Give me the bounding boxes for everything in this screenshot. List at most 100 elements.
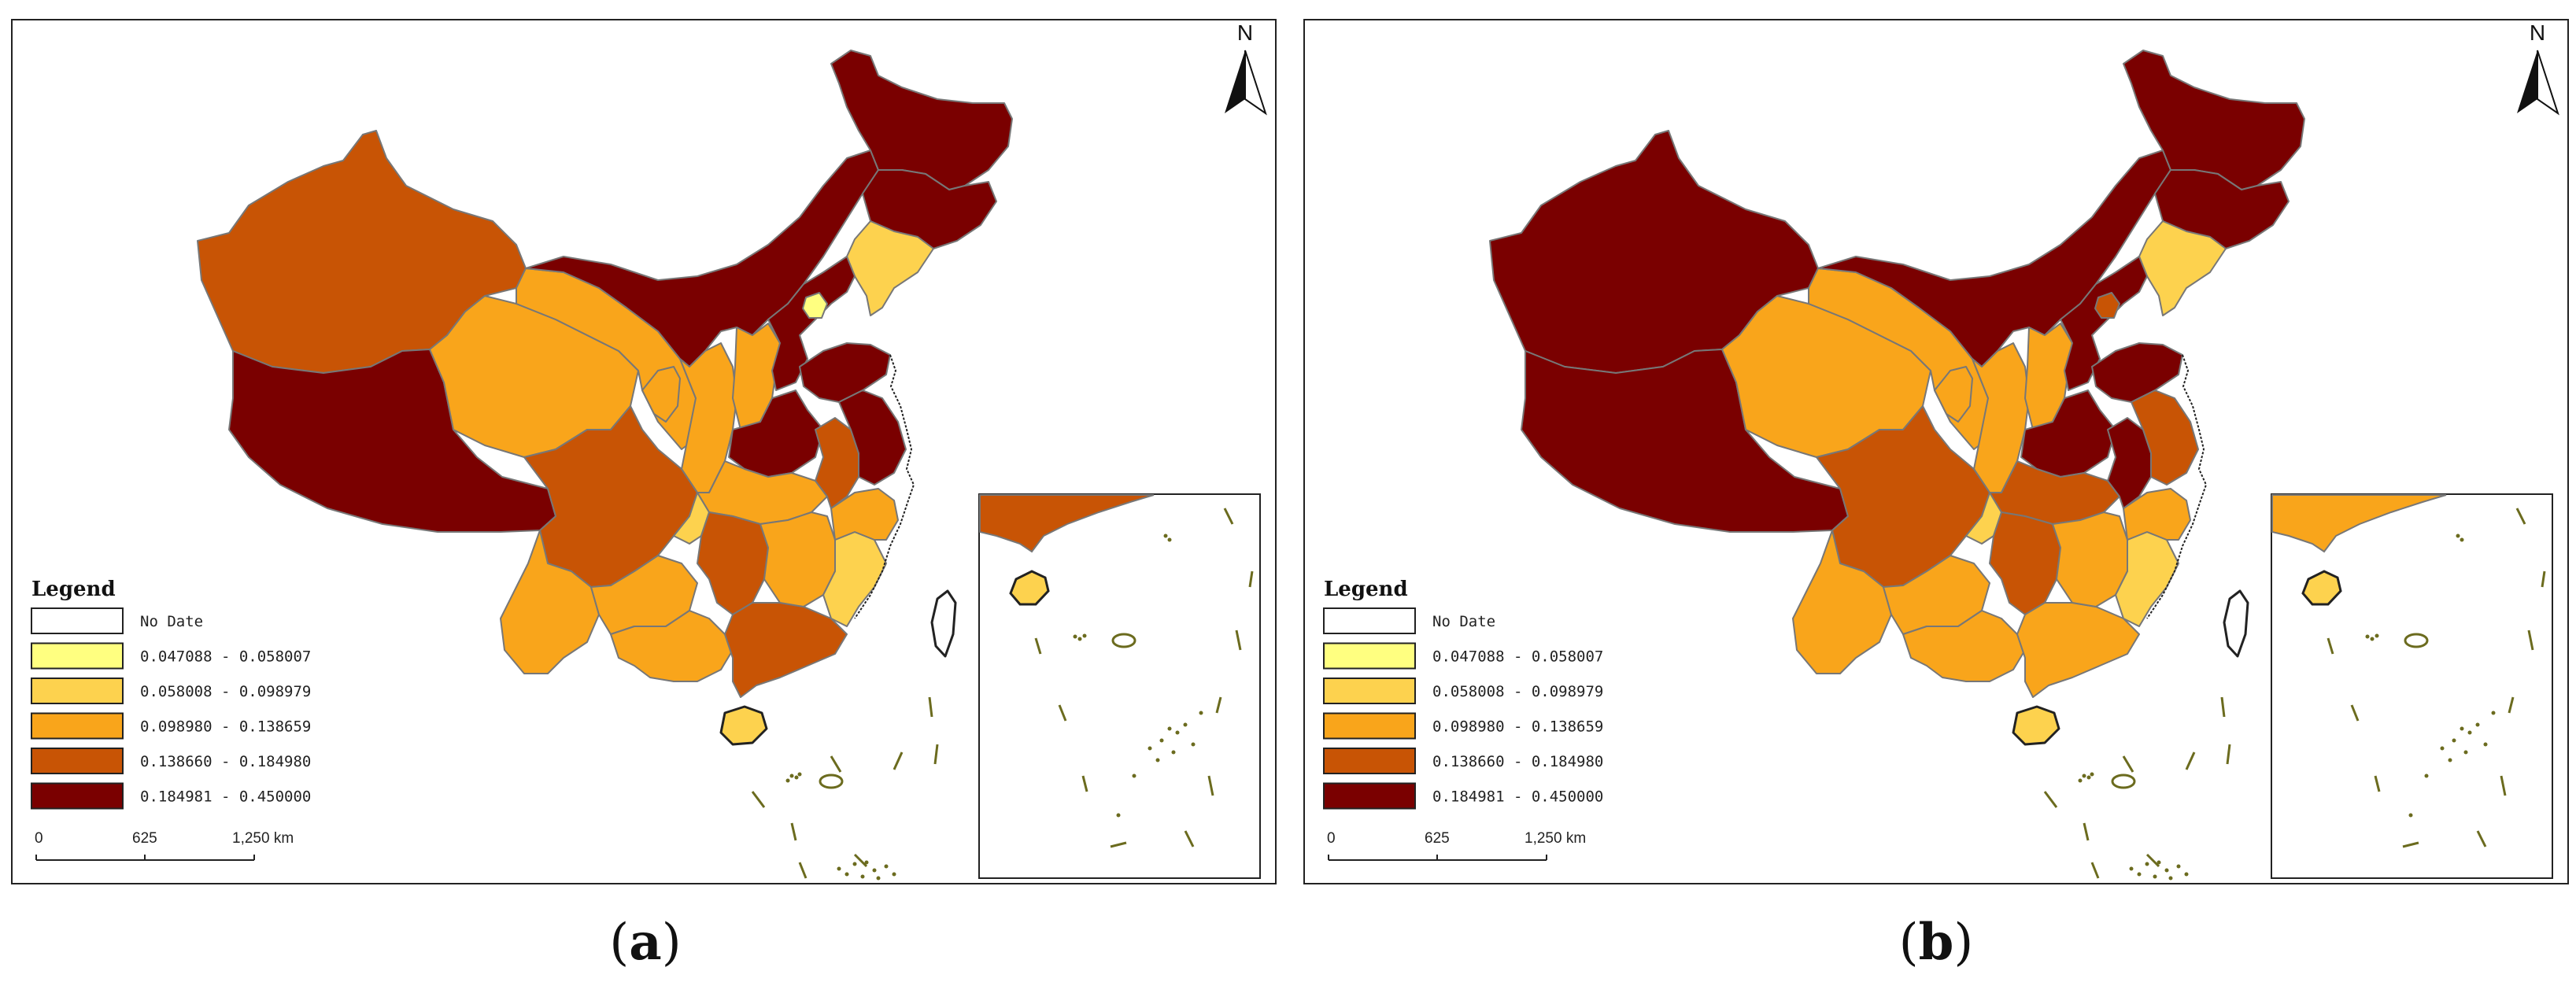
- legend-swatch-y1: [1323, 642, 1416, 670]
- island-outline: [2111, 774, 2136, 789]
- province-shandong: [2091, 342, 2183, 403]
- scale-label: 1,250 km: [1525, 830, 1586, 847]
- legend-label-c3: 0.184981 - 0.450000: [140, 788, 311, 806]
- north-arrow-right: [1244, 50, 1267, 116]
- legend-swatch-c1: [1323, 712, 1416, 740]
- inset-islet: [2440, 746, 2445, 751]
- province-chongqing: [1965, 468, 2002, 545]
- legend-title: Legend: [31, 578, 116, 601]
- legend-swatch-y2: [31, 678, 124, 704]
- islet: [837, 866, 841, 871]
- inset-boundary-dash: [1223, 508, 1234, 525]
- legend-swatch-y2: [1323, 678, 1416, 704]
- inset-islet: [1155, 758, 1160, 762]
- island-outline: [819, 774, 844, 789]
- province-chongqing: [673, 468, 710, 545]
- province-hunan: [1989, 511, 2061, 615]
- province-ningxia: [641, 366, 681, 423]
- north-arrow-icon: N: [1225, 20, 1267, 116]
- north-arrow-icon: N: [2517, 20, 2559, 116]
- inset-islet: [2475, 722, 2480, 727]
- islet: [785, 778, 790, 783]
- inset-islet: [2463, 750, 2468, 755]
- legend: Legend No Date 0.047088 - 0.058007 0.058008…: [1323, 578, 1603, 810]
- boundary-dash: [2220, 696, 2226, 718]
- inset-guangdong: [2271, 494, 2447, 553]
- inset-hainan: [2301, 570, 2342, 606]
- inset-hainan: [1009, 570, 1050, 606]
- province-guizhou: [590, 555, 698, 635]
- islet: [2078, 778, 2083, 783]
- islet: [844, 872, 849, 877]
- inset-boundary-dash: [1110, 841, 1127, 848]
- islet: [789, 774, 794, 778]
- inset-frame: [2271, 493, 2553, 879]
- islet: [2164, 868, 2169, 873]
- legend-label-c2: 0.138660 - 0.184980: [1432, 753, 1603, 770]
- province-inner-mongolia: [525, 150, 879, 367]
- province-layer: [1489, 50, 2305, 746]
- boundary-dash: [2090, 862, 2100, 879]
- province-anhui: [815, 417, 859, 509]
- province-zhejiang: [2123, 488, 2191, 541]
- boundary-dash: [2043, 791, 2058, 808]
- north-arrow-left: [1225, 50, 1245, 113]
- inset-islet: [2424, 774, 2429, 778]
- islet: [2176, 864, 2181, 869]
- inset-islet: [2460, 726, 2464, 731]
- legend-label-c3: 0.184981 - 0.450000: [1432, 788, 1603, 806]
- inset-boundary-dash: [2541, 570, 2546, 588]
- province-heilongjiang: [2123, 50, 2305, 190]
- province-beijing: [802, 292, 828, 319]
- legend-label-y1: 0.047088 - 0.058007: [140, 648, 311, 666]
- province-taiwan: [930, 589, 957, 658]
- legend-swatch-y1: [31, 642, 124, 670]
- north-arrow-right: [2537, 50, 2559, 116]
- inset-islet: [1148, 746, 1152, 751]
- legend-title: Legend: [1324, 578, 1408, 601]
- legend-swatch-c2: [1323, 748, 1416, 774]
- legend-label-nd: No Date: [140, 613, 203, 630]
- islet: [2082, 774, 2086, 778]
- province-qinghai: [1721, 295, 1931, 458]
- islet: [860, 874, 865, 879]
- islet: [884, 864, 889, 869]
- south-china-sea-inset: [2271, 493, 2553, 879]
- inset-islet: [1191, 742, 1196, 747]
- islet: [864, 860, 869, 865]
- inset-islet: [2408, 813, 2413, 818]
- inset-boundary-dash: [2508, 696, 2515, 714]
- province-guizhou: [1883, 555, 1990, 635]
- inset-islet: [2452, 738, 2456, 743]
- china-map-b: N Legend No Date 0.047088 - 0.058007 0.05800…: [1323, 20, 2559, 881]
- inset-boundary-dash: [1248, 570, 1254, 588]
- province-zhejiang: [830, 488, 899, 541]
- coastline: [854, 354, 915, 619]
- boundary-dash: [751, 791, 766, 808]
- north-label: N: [2530, 20, 2545, 45]
- boundary-dash: [928, 696, 933, 718]
- province-taiwan: [2223, 589, 2249, 658]
- boundary-dash: [2083, 822, 2090, 841]
- islet: [2145, 862, 2149, 866]
- inset-islet: [1175, 730, 1180, 735]
- province-qinghai: [429, 295, 639, 458]
- inset-islet: [1171, 750, 1176, 755]
- province-yunnan: [500, 530, 600, 674]
- scale-bar: 0 625 1,250 km: [35, 830, 294, 861]
- inset-islet: [1073, 634, 1077, 639]
- caption-a: (a): [609, 913, 682, 972]
- legend-label-y2: 0.058008 - 0.098979: [140, 683, 311, 700]
- legend-swatch-nd: [31, 607, 124, 634]
- inset-boundary-dash: [1215, 696, 1222, 714]
- inset-boundary-dash: [1207, 775, 1214, 796]
- province-guangdong: [2016, 602, 2140, 698]
- legend-swatch-nd: [1323, 607, 1416, 634]
- inset-guangdong: [979, 494, 1155, 553]
- coastline: [2146, 354, 2208, 619]
- inset-islet: [2460, 537, 2464, 542]
- islet: [2184, 872, 2189, 877]
- south-china-sea-inset: [978, 493, 1261, 879]
- province-layer: [197, 50, 1013, 746]
- legend-label-y2: 0.058008 - 0.098979: [1432, 683, 1603, 700]
